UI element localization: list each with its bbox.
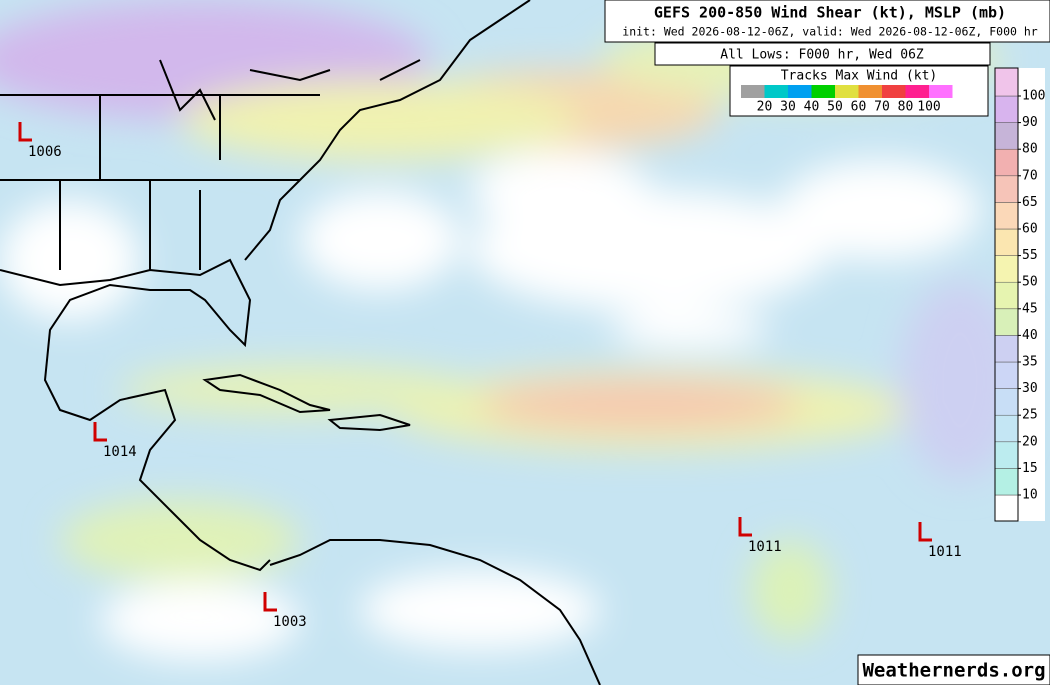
track-label: 30 <box>780 100 796 115</box>
colorbar-label: 10 <box>1022 488 1038 503</box>
track-color <box>741 85 765 98</box>
colorbar-label: 45 <box>1022 301 1038 316</box>
colorbar-label: 15 <box>1022 461 1038 476</box>
colorbar-segment <box>994 255 1019 283</box>
colorbar-segment <box>994 281 1019 310</box>
colorbar-label: 80 <box>1022 142 1038 157</box>
colorbar-label: 50 <box>1022 275 1038 290</box>
colorbar-segment <box>994 335 1019 363</box>
colorbar-label: 20 <box>1022 434 1038 449</box>
colorbar-segment <box>994 122 1019 150</box>
colorbar-frame <box>994 67 1019 522</box>
colorbar-label: 40 <box>1022 328 1038 343</box>
track-label: 50 <box>827 100 843 115</box>
colorbar-label: 65 <box>1022 195 1038 210</box>
track-label: 40 <box>804 100 820 115</box>
track-color <box>929 85 953 98</box>
title-box <box>604 0 1050 43</box>
track-label: 70 <box>874 100 890 115</box>
low-label: 1014 <box>103 444 137 460</box>
track-label: 100 <box>917 100 940 115</box>
footer: Weathernerds.org <box>862 660 1045 682</box>
coastlines <box>0 0 601 686</box>
track-color <box>835 85 859 98</box>
track-color <box>882 85 906 98</box>
low-symbol <box>918 522 932 542</box>
colorbar-segment <box>994 95 1019 123</box>
track-color <box>905 85 929 98</box>
footer-box <box>857 654 1050 686</box>
colorbar-label: 70 <box>1022 168 1038 183</box>
low-symbol <box>18 122 32 142</box>
colorbar-segment <box>994 67 1019 97</box>
title: GEFS 200-850 Wind Shear (kt), MSLP (mb) <box>654 4 1006 22</box>
colorbar-segment <box>994 202 1019 230</box>
colorbar-bg <box>1018 68 1045 521</box>
colorbar-segment <box>994 175 1019 203</box>
colorbar-label: 25 <box>1022 408 1038 423</box>
colorbar-label: 100 <box>1022 89 1045 104</box>
shear-field <box>0 0 1020 660</box>
low-symbol <box>93 422 107 442</box>
low-label: 1003 <box>273 614 307 630</box>
colorbar-segment <box>994 494 1019 522</box>
colorbar-label: 30 <box>1022 381 1038 396</box>
lows-caption: All Lows: F000 hr, Wed 06Z <box>720 48 924 63</box>
track-label: 20 <box>757 100 773 115</box>
colorbar-label: 90 <box>1022 115 1038 130</box>
subtitle: init: Wed 2026-08-12-06Z, valid: Wed 202… <box>622 25 1037 39</box>
colorbar-segment <box>994 361 1019 389</box>
colorbar-segment <box>994 468 1019 496</box>
low-label: 1011 <box>928 544 962 560</box>
track-color <box>811 85 835 98</box>
colorbar-segment <box>994 388 1019 416</box>
track-legend-title: Tracks Max Wind (kt) <box>781 69 938 84</box>
colorbar-segment <box>994 414 1019 443</box>
lows-box <box>654 42 991 66</box>
track-color <box>858 85 882 98</box>
track-color <box>788 85 812 98</box>
colorbar-label: 55 <box>1022 248 1038 263</box>
low-label: 1011 <box>748 539 782 555</box>
low-label: 1006 <box>28 144 62 160</box>
track-color <box>764 85 788 98</box>
low-symbol <box>263 592 277 612</box>
colorbar-label: 60 <box>1022 222 1038 237</box>
track-label: 60 <box>851 100 867 115</box>
colorbar-segment <box>994 441 1019 469</box>
track-label: 80 <box>898 100 914 115</box>
colorbar-label: 35 <box>1022 355 1038 370</box>
colorbar-segment <box>994 308 1019 336</box>
colorbar-segment <box>994 228 1019 256</box>
low-symbol <box>738 517 752 537</box>
colorbar-segment <box>994 148 1019 177</box>
